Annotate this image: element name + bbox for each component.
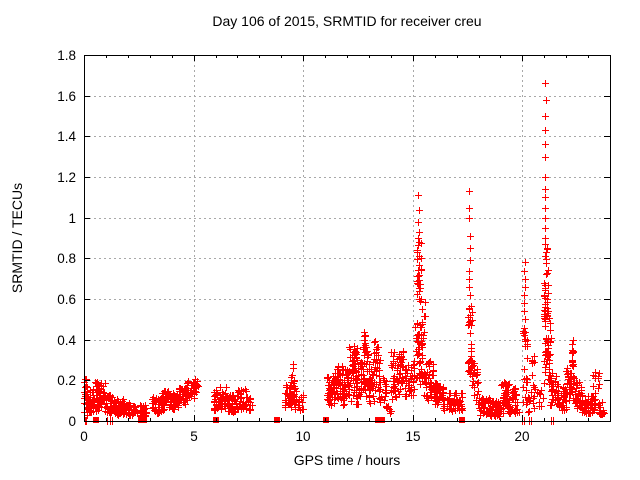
y-tick-label: 0.8 <box>57 251 76 266</box>
y-tick-label: 0.6 <box>57 292 76 307</box>
x-tick-label: 5 <box>190 429 198 444</box>
y-tick-label: 0.4 <box>57 333 76 348</box>
x-axis-label: GPS time / hours <box>293 452 401 468</box>
y-tick-label: 1 <box>68 211 76 226</box>
y-tick-label: 1.8 <box>57 48 76 63</box>
y-tick-label: 1.6 <box>57 89 76 104</box>
x-tick-label: 10 <box>295 429 310 444</box>
y-tick-label: 1.2 <box>57 170 76 185</box>
y-tick-label: 0.2 <box>57 373 76 388</box>
chart-title: Day 106 of 2015, SRMTID for receiver cre… <box>212 13 482 29</box>
y-tick-label: 0 <box>68 414 76 429</box>
y-tick-label: 1.4 <box>57 129 76 144</box>
y-axis-label-text: SRMTID / TECUs <box>9 182 25 294</box>
x-tick-label: 0 <box>80 429 88 444</box>
x-tick-label: 15 <box>405 429 420 444</box>
x-tick-label: 20 <box>514 429 529 444</box>
